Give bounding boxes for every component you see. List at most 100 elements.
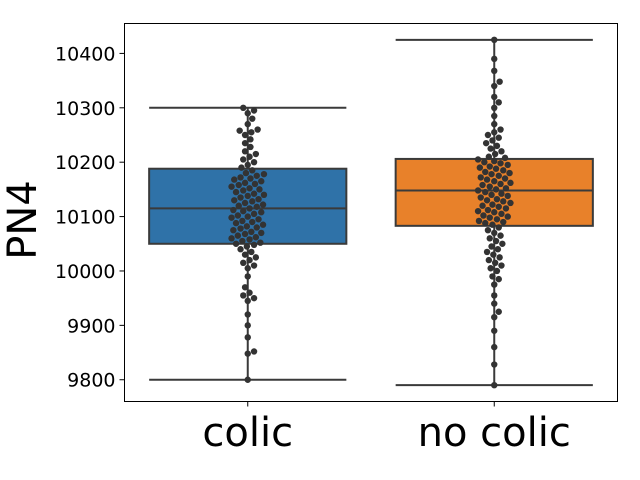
swarm-point [492,165,500,172]
swarm-point [496,78,503,85]
swarm-point [482,219,489,227]
swarm-point [250,210,258,218]
swarm-point [247,143,254,151]
swarm-point [246,153,253,160]
swarm-point [242,169,250,177]
swarm-point [491,67,498,75]
swarm-point [244,192,251,200]
swarm-point [251,180,259,188]
swarm-point [246,256,253,264]
swarm-point [493,142,501,150]
swarm-point [502,205,510,212]
swarm-point [244,334,251,341]
swarm-point [244,120,251,128]
swarm-colic [228,104,268,383]
swarm-point [240,259,247,267]
swarm-point [495,172,502,179]
swarm-point [248,228,255,236]
x-tick-label-no-colic: no colic [418,410,571,456]
swarm-point [491,93,498,101]
swarm-point [474,156,482,163]
swarm-point [258,178,265,185]
swarm-point [255,216,262,223]
swarm-point [244,161,251,169]
swarm-point [244,376,251,383]
swarm-point [255,195,262,203]
swarm-point [491,120,498,128]
y-tick-label: 10300 [55,98,115,120]
swarm-point [486,183,493,190]
swarm-point [498,148,505,155]
swarm-point [482,139,490,147]
swarm-point [241,199,249,207]
swarm-point [491,178,498,185]
swarm-point [504,161,511,169]
swarm-point [485,153,493,160]
swarm-point [491,313,498,321]
swarm-point [250,241,258,249]
swarm-point [498,262,505,269]
swarm-point [500,218,507,226]
swarm-point [241,251,249,258]
swarm-point [482,188,489,196]
swarm-point [250,348,258,355]
swarm-point [497,180,504,188]
swarm-point [241,131,249,139]
swarm-point [244,311,251,318]
y-tick-label: 10000 [55,261,115,283]
swarm-point [232,219,240,227]
swarm-point [241,230,249,238]
swarm-point [252,234,260,241]
swarm-point [237,194,244,201]
swarm-point [248,129,255,136]
y-tick-label: 10100 [55,207,115,229]
swarm-point [500,198,507,205]
swarm-point [236,127,243,134]
swarm-point [489,137,496,144]
swarm-point [492,186,500,193]
swarm-point [249,167,256,174]
swarm-point [484,206,492,214]
swarm-point [493,267,501,275]
swarm-point [228,235,235,242]
swarm-point [241,179,249,187]
swarm-point [228,183,235,190]
swarm-point [250,107,258,114]
swarm-point [495,275,502,283]
swarm-point [495,99,502,106]
swarm-point [488,191,495,199]
y-axis-title: PN4 [0,180,46,260]
swarm-point [238,164,245,171]
swarm-point [231,176,238,183]
swarm-point [489,201,496,208]
swarm-point [479,202,486,209]
swarm-point [244,297,251,305]
swarm-point [481,158,488,166]
swarm-point [491,150,499,158]
swarm-point [243,243,251,250]
swarm-point [486,235,493,242]
swarm-point [504,213,511,220]
swarm-point [259,201,267,208]
swarm-point [243,223,251,230]
swarm-point [491,281,498,288]
swarm-point [495,308,502,315]
swarm-point [486,214,493,221]
swarm-point [250,294,258,302]
swarm-point [497,160,504,167]
swarm-point [485,256,493,264]
swarm-point [497,126,504,133]
swarm-point [491,300,498,307]
swarm-point [491,361,498,368]
swarm-point [496,254,503,261]
swarm-point [495,224,502,231]
swarm-point [260,170,268,178]
plot-area [148,36,594,389]
swarm-point [246,236,253,243]
swarm-point [237,174,244,181]
swarm-point [495,203,502,210]
swarm-point [250,262,258,269]
swarm-point [491,55,498,63]
swarm-point [254,126,261,133]
